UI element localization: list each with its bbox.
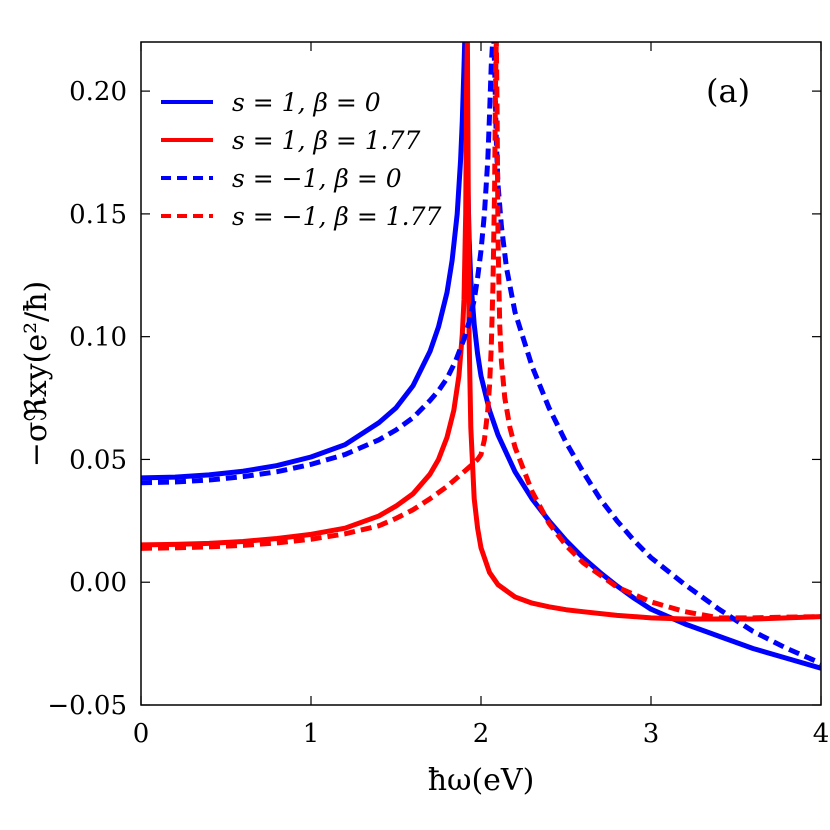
x-tick-label: 2 [473,719,490,749]
ticks-layer: 0 1 2 3 4 −0.05 0.00 0.05 0.10 0.15 0.20 [47,42,829,749]
y-tick-label: 0.20 [69,77,127,107]
y-axis-title: −σℜxy(e²/ħ) [19,281,54,468]
x-axis-title: ħω(eV) [428,763,535,798]
legend-label-sm1-beta177: s = −1, β = 1.77 [232,202,441,231]
y-tick-label: 0.15 [69,200,127,230]
y-tick-label: 0.00 [69,568,127,598]
legend: s = 1, β = 0 s = 1, β = 1.77 s = −1, β =… [161,88,441,231]
x-tick-label: 4 [813,719,830,749]
legend-label-s1-beta0: s = 1, β = 0 [232,88,381,117]
x-tick-label: 0 [133,719,150,749]
x-tick-label: 3 [643,719,660,749]
legend-label-sm1-beta0: s = −1, β = 0 [232,164,402,193]
y-tick-label: −0.05 [47,691,127,721]
legend-label-s1-beta177: s = 1, β = 1.77 [232,126,421,155]
series-line-1 [141,42,821,622]
series-line-2 [141,42,821,666]
x-tick-label: 1 [303,719,320,749]
panel-label: (a) [706,72,750,110]
y-tick-label: 0.10 [69,323,127,353]
series-line-3 [141,42,821,621]
y-tick-label: 0.05 [69,445,127,475]
series-layer [141,42,821,671]
